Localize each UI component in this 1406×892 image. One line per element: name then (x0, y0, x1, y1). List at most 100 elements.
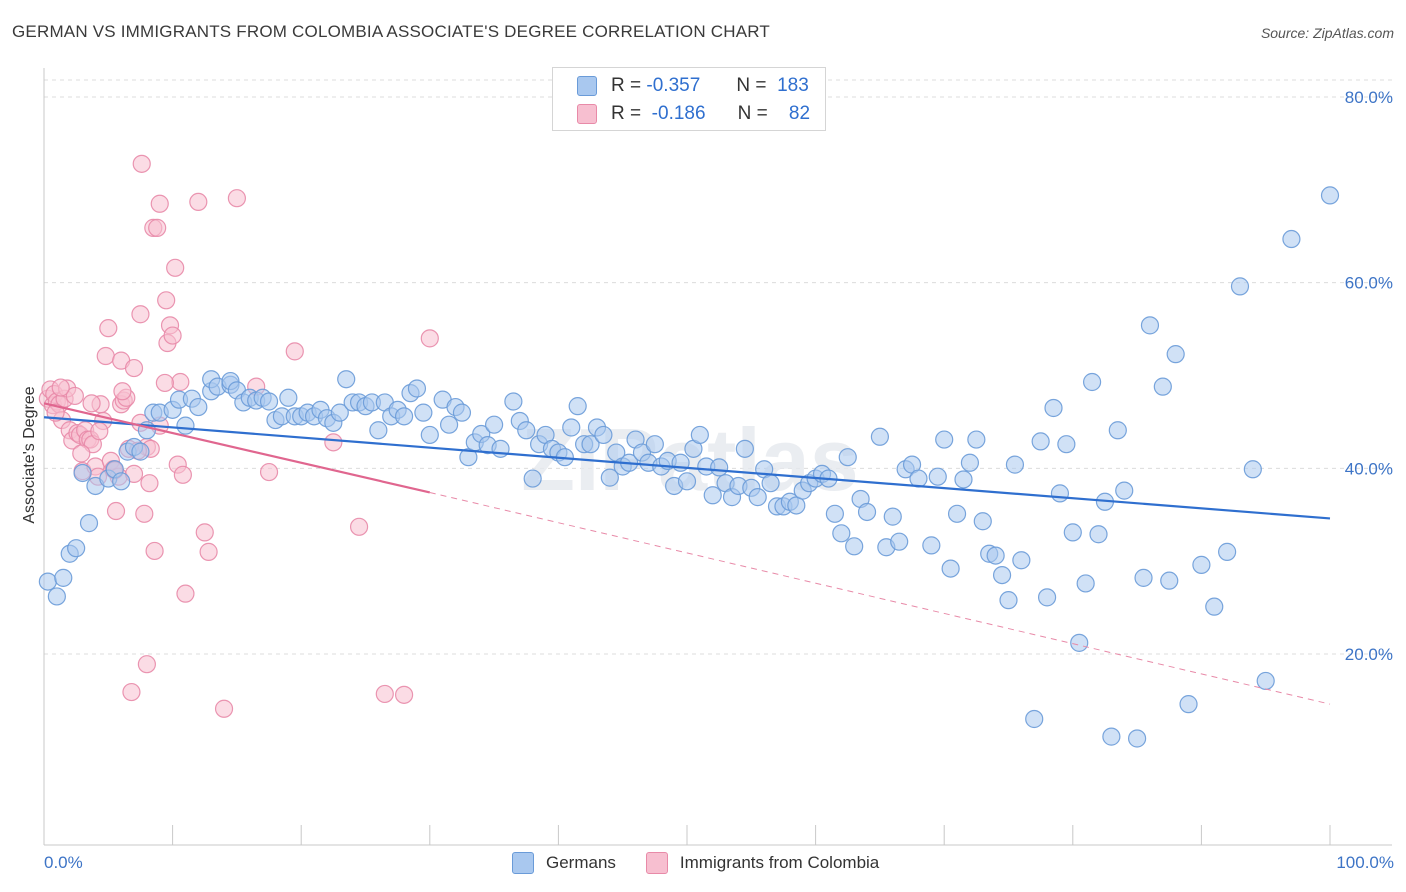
germans-point (1179, 695, 1198, 714)
colombia-point (195, 523, 214, 542)
y-tick-label: 80.0% (1345, 88, 1393, 107)
y-tick-label: 40.0% (1345, 459, 1393, 478)
germans-point (986, 546, 1005, 565)
germans-point (883, 507, 902, 526)
gridlines (44, 79, 1392, 655)
germans-point (825, 504, 844, 523)
colombia-point (375, 684, 394, 704)
colombia-legend-swatch (645, 852, 668, 874)
colombia-point (140, 474, 159, 493)
stats-row-germans: R = -0.357 N = 183 (577, 73, 809, 99)
colombia-trend-extension (429, 491, 1331, 705)
colombia-point (145, 541, 164, 561)
germans-point (1005, 455, 1025, 474)
germans-point (967, 430, 986, 449)
germans-point (1063, 523, 1082, 542)
germans-point (748, 488, 767, 507)
germans-point (47, 587, 66, 606)
germans-point (337, 370, 356, 389)
germans-point (1070, 633, 1089, 652)
colombia-point (135, 504, 154, 523)
germans-point (690, 425, 709, 445)
germans-point (600, 468, 619, 487)
germans-point (935, 430, 954, 449)
germans-point (485, 415, 504, 434)
germans-point (259, 392, 279, 411)
germans-point (1166, 345, 1185, 364)
y-tick-label: 60.0% (1345, 274, 1393, 293)
legend-item-colombia[interactable]: Immigrants from Colombia (645, 852, 880, 874)
colombia-point (189, 192, 208, 212)
germans-point (845, 537, 864, 556)
colombia-point (155, 373, 174, 393)
germans-point (1044, 398, 1063, 418)
germans-point (594, 425, 613, 445)
colombia-point (163, 326, 182, 345)
colombia-point (214, 699, 234, 718)
colombia-point (150, 194, 169, 213)
germans-point (1031, 432, 1050, 451)
colombia-point (51, 378, 70, 397)
germans-point (1192, 555, 1211, 574)
germans-point (1282, 229, 1301, 249)
colombia-point (72, 444, 91, 463)
colombia-point (199, 542, 218, 561)
germans-point (1127, 729, 1147, 748)
chart-title: GERMAN VS IMMIGRANTS FROM COLOMBIA ASSOC… (12, 22, 770, 41)
germans-point (73, 463, 92, 483)
germans-point (999, 591, 1018, 610)
germans-point (452, 403, 472, 422)
colombia-point (420, 329, 439, 348)
germans-point (1218, 542, 1237, 561)
germans-point (491, 439, 510, 458)
germans-point (761, 474, 780, 493)
germans-point (838, 448, 857, 467)
germans-point (1037, 588, 1057, 607)
colombia-point (106, 501, 126, 521)
germans-point (523, 469, 542, 488)
colombia-point (171, 372, 190, 392)
x-max-label: 100.0% (1336, 853, 1394, 872)
series-legend: Germans Immigrants from Colombia (512, 852, 909, 874)
colombia-point (131, 305, 150, 324)
germans-point (922, 536, 941, 555)
germans-point (735, 439, 754, 458)
y-tick-labels: 20.0% 40.0% 60.0% 80.0% (1345, 88, 1393, 664)
series-germans-points (38, 186, 1340, 748)
germans-point (581, 435, 600, 454)
germans-point (1025, 709, 1044, 729)
germans-legend-label: Germans (546, 853, 616, 872)
germans-point (645, 435, 664, 454)
germans-point (279, 388, 298, 407)
germans-point (954, 470, 973, 489)
colombia-point (137, 655, 156, 674)
germans-point (1115, 481, 1134, 500)
germans-point (420, 425, 439, 445)
legend-item-germans[interactable]: Germans (512, 852, 616, 874)
colombia-trend-line (43, 402, 431, 494)
germans-point (1012, 551, 1031, 570)
colombia-legend-label: Immigrants from Colombia (679, 853, 880, 872)
germans-point (1160, 571, 1179, 590)
germans-point (1089, 525, 1108, 544)
germans-point (1256, 671, 1275, 691)
germans-point (1082, 372, 1102, 392)
germans-point (703, 486, 722, 505)
germans-point (38, 572, 57, 591)
germans-point (407, 379, 427, 398)
colombia-point (157, 291, 176, 310)
germans-point (710, 458, 729, 477)
axes (43, 68, 1392, 846)
germans-point (909, 469, 928, 488)
germans-point (973, 512, 992, 531)
germans-point (992, 565, 1012, 585)
germans-point (1134, 568, 1153, 587)
germans-point (890, 532, 909, 551)
germans-point (1320, 186, 1340, 205)
y-tick-label: 20.0% (1345, 645, 1393, 664)
colombia-swatch (577, 104, 597, 124)
germans-trend-line (43, 416, 1331, 520)
colombia-point (148, 218, 167, 237)
germans-point (176, 416, 195, 435)
